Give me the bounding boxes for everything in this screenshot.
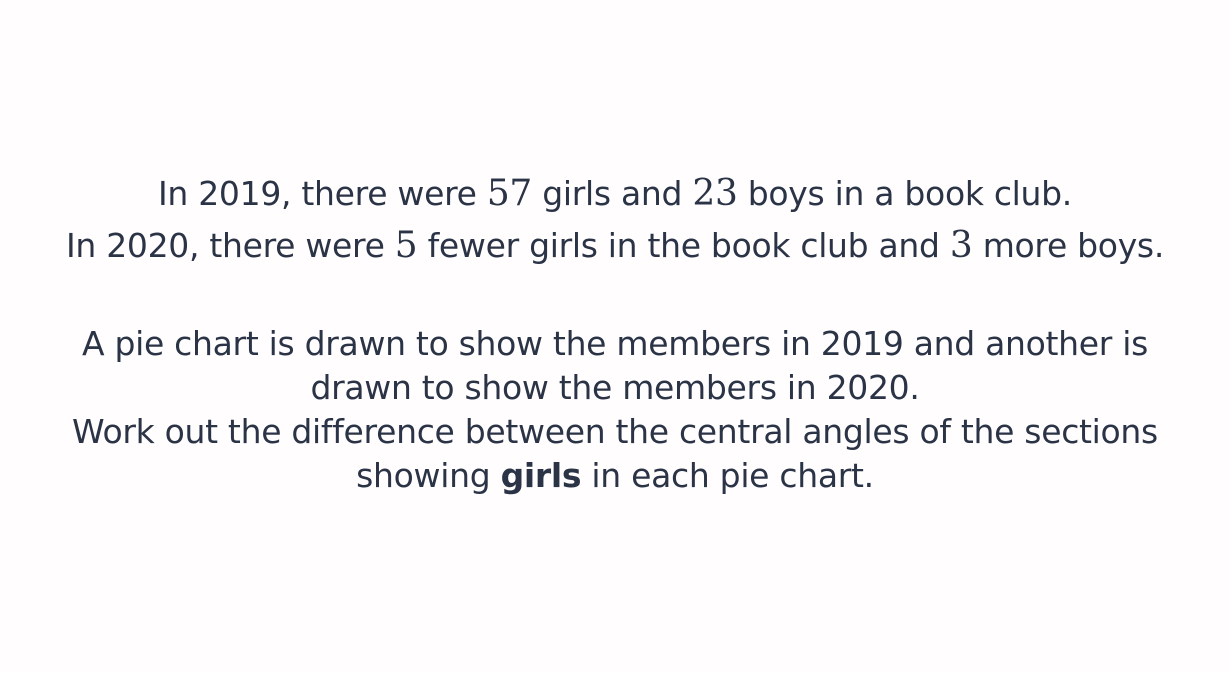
- more-boys-number: 3: [949, 225, 973, 266]
- line1-middle: girls and: [532, 174, 693, 213]
- boys-2019-number: 23: [692, 173, 738, 214]
- line2-prefix: In 2020, there were: [65, 226, 395, 265]
- para2-line-1: A pie chart is drawn to show the members…: [82, 324, 1148, 363]
- para2-line-2: drawn to show the members in 2020.: [310, 368, 920, 407]
- question-line-2019: In 2019, there were 57 girls and 23 boys…: [0, 172, 1230, 224]
- para2-line-3: Work out the difference between the cent…: [72, 412, 1158, 451]
- fewer-girls-number: 5: [394, 225, 418, 266]
- line2-suffix: more boys.: [972, 226, 1165, 265]
- line4-suffix: in each pie chart.: [581, 456, 874, 495]
- line1-prefix: In 2019, there were: [158, 174, 487, 213]
- line4-prefix: showing: [356, 456, 501, 495]
- line2-middle: fewer girls in the book club and: [417, 226, 950, 265]
- girls-2019-number: 57: [486, 173, 533, 214]
- para2-line-4: showing girls in each pie chart.: [0, 454, 1230, 498]
- girls-emphasis: girls: [500, 456, 582, 495]
- line1-suffix: boys in a book club.: [737, 174, 1073, 213]
- question-text: In 2019, there were 57 girls and 23 boys…: [0, 172, 1230, 498]
- question-line-2020: In 2020, there were 5 fewer girls in the…: [0, 224, 1230, 276]
- paragraph-spacer: [0, 276, 1230, 322]
